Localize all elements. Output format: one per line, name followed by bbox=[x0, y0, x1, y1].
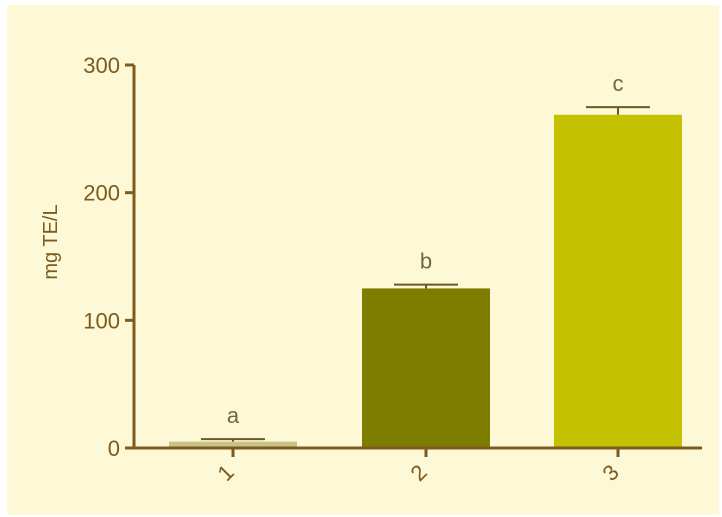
bar-3 bbox=[554, 114, 682, 448]
bar-1 bbox=[169, 441, 297, 448]
chart-marks: a b c 0 100 200 300 1 2 3 bbox=[83, 53, 702, 486]
bar-2 bbox=[362, 288, 490, 448]
y-tick-label-300: 300 bbox=[83, 53, 120, 78]
significance-label-2: b bbox=[420, 249, 432, 274]
significance-label-1: a bbox=[227, 403, 240, 428]
significance-label-3: c bbox=[613, 71, 624, 96]
x-tick-label-3: 3 bbox=[598, 460, 624, 486]
y-tick-label-0: 0 bbox=[108, 436, 120, 461]
x-tick-label-1: 1 bbox=[213, 460, 239, 486]
y-tick-label-100: 100 bbox=[83, 308, 120, 333]
x-tick-label-2: 2 bbox=[406, 460, 432, 486]
y-axis-label: mg TE/L bbox=[40, 204, 62, 279]
y-tick-label-200: 200 bbox=[83, 181, 120, 206]
